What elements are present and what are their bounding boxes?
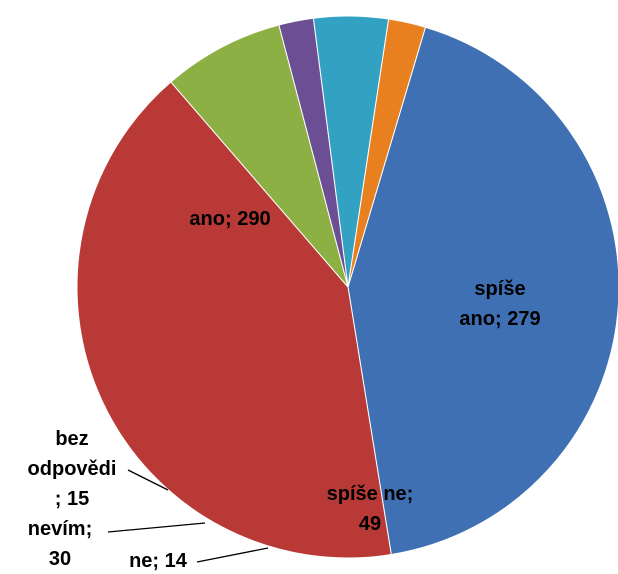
data-label: spíše ano; 279: [459, 278, 540, 330]
data-label-line: 30: [49, 548, 71, 570]
data-label-line: ne; 14: [129, 550, 188, 572]
data-label: ano; 290: [189, 208, 270, 230]
pie-slice: [347, 26, 618, 556]
data-label: bez odpovědi ; 15: [28, 428, 117, 510]
leader-line: [107, 522, 206, 533]
data-label-line: bez: [55, 428, 88, 450]
data-label-line: spíše ne;: [327, 483, 414, 505]
leader-line: [127, 469, 169, 491]
data-label-line: ; 15: [55, 488, 89, 510]
leader-line: [196, 547, 269, 563]
data-label-line: ano; 279: [459, 308, 540, 330]
data-label: spíše ne; 49: [327, 483, 414, 535]
data-label-line: nevím;: [28, 518, 92, 540]
data-label: ne; 14: [129, 550, 188, 572]
pie-slice: [347, 18, 427, 288]
data-label-line: 49: [359, 513, 381, 535]
data-label: nevím; 30: [28, 518, 92, 570]
data-label-line: spíše: [474, 278, 525, 300]
data-label-line: ano; 290: [189, 208, 270, 230]
pie-slice: [170, 24, 349, 288]
data-label-line: odpovědi: [28, 458, 117, 480]
pie-slice: [76, 81, 392, 559]
